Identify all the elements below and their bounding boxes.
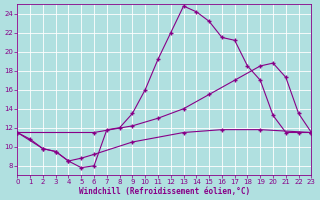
X-axis label: Windchill (Refroidissement éolien,°C): Windchill (Refroidissement éolien,°C) xyxy=(79,187,250,196)
